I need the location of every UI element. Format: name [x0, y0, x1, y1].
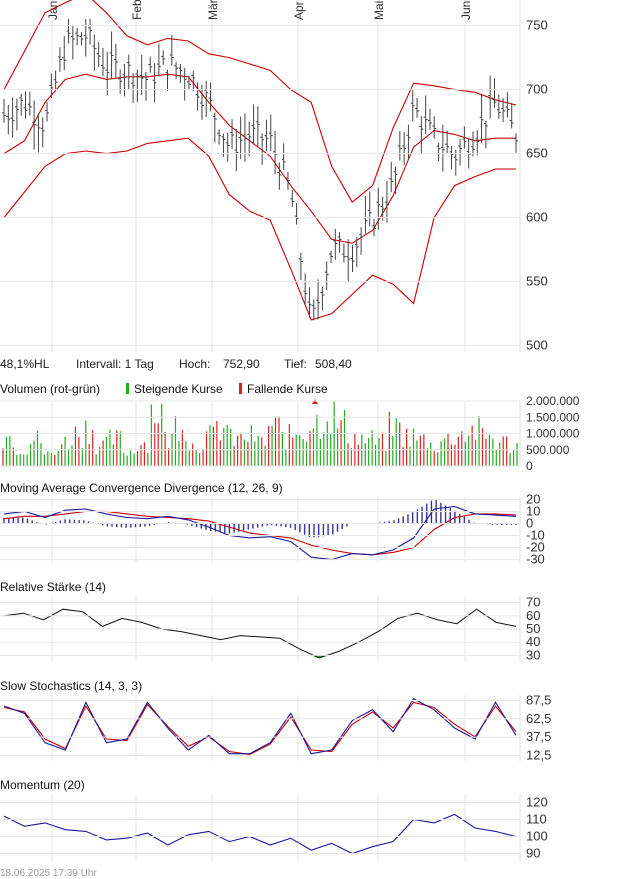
y-tick-label: 12,5	[526, 748, 551, 763]
low-label: Tief:	[284, 357, 307, 371]
grid-layer	[51, 0, 521, 862]
stoch-panel	[3, 697, 517, 755]
stoch-d-line	[3, 701, 517, 755]
y-tick-label: 750	[526, 18, 548, 33]
month-label: Mär	[206, 0, 220, 20]
volume-panel	[2, 399, 518, 466]
momentum-title: Momentum (20)	[0, 778, 85, 792]
y-tick-label: 60	[526, 608, 540, 623]
y-tick-label: 120	[526, 795, 548, 810]
y-tick-label: 70	[526, 595, 540, 610]
interval-label: Intervall: 1 Tag	[76, 357, 154, 371]
low-value: 508,40	[315, 357, 352, 371]
momentum-ticks: 120 110 100 90	[0, 795, 548, 861]
y-tick-label: -20	[526, 540, 545, 555]
y-tick-label: 30	[526, 647, 540, 662]
y-tick-label: 600	[526, 210, 548, 225]
y-tick-label: 0	[526, 459, 533, 473]
stoch-title: Slow Stochastics (14, 3, 3)	[0, 679, 142, 693]
month-label: Apr	[292, 1, 306, 20]
y-tick-label: 62,5	[526, 711, 551, 726]
month-label: Jan	[46, 1, 60, 20]
y-tick-label: 90	[526, 846, 540, 861]
macd-title: Moving Average Convergence Divergence (1…	[0, 481, 283, 495]
legend-down-label: Fallende Kurse	[247, 382, 328, 396]
y-tick-label: 40	[526, 634, 540, 649]
footer-timestamp: 18.06.2025 17:39 Uhr	[0, 868, 97, 879]
y-tick-label: 0	[526, 515, 533, 530]
stoch-ticks: 87,5 62,5 37,5 12,5	[0, 693, 551, 763]
high-value: 752,90	[223, 357, 260, 371]
y-tick-label: 700	[526, 82, 548, 97]
price-panel	[2, 0, 518, 321]
y-tick-label: 500.000	[526, 443, 570, 457]
rsi-line	[3, 608, 517, 659]
volume-title: Volumen (rot-grün)	[0, 382, 100, 396]
y-tick-label: 87,5	[526, 693, 551, 708]
volume-ticks: 0 500.000 1.000.000 1.500.000 2.000.000	[0, 394, 580, 473]
macd-signal-line	[3, 510, 517, 556]
month-label: Mai	[372, 1, 386, 20]
month-labels: Jan Feb Mär Apr Mai Jun	[46, 0, 473, 20]
momentum-panel	[3, 813, 517, 855]
macd-line	[3, 506, 517, 561]
bollinger-lower-line	[3, 137, 516, 321]
y-tick-label: 100	[526, 829, 548, 844]
macd-panel	[3, 500, 517, 561]
y-tick-label: 10	[526, 503, 540, 518]
rsi-panel	[3, 608, 517, 659]
month-label: Jun	[459, 1, 473, 20]
price-ticks: 750 700 650 600 550 500	[0, 18, 548, 353]
y-tick-label: 20	[526, 491, 540, 506]
stoch-k-line	[3, 697, 517, 755]
y-tick-label: -10	[526, 528, 545, 543]
bollinger-middle-line	[3, 73, 516, 244]
momentum-line	[3, 813, 517, 855]
legend-up-label: Steigende Kurse	[134, 382, 223, 396]
hl-percent: 48,1%HL	[0, 357, 50, 371]
y-tick-label: 1.000.000	[526, 427, 580, 441]
month-label: Feb	[130, 0, 144, 20]
legend-down-swatch	[239, 383, 242, 394]
legend-up-swatch	[126, 383, 129, 394]
y-tick-label: 550	[526, 274, 548, 289]
y-tick-label: 650	[526, 146, 548, 161]
high-label: Hoch:	[179, 357, 210, 371]
y-tick-label: 500	[526, 338, 548, 353]
y-tick-label: 2.000.000	[526, 394, 580, 408]
y-tick-label: 37,5	[526, 729, 551, 744]
y-tick-label: 50	[526, 621, 540, 636]
y-tick-label: -30	[526, 552, 545, 567]
y-tick-label: 110	[526, 812, 547, 827]
bollinger-upper-line	[3, 0, 517, 204]
y-tick-label: 1.500.000	[526, 410, 580, 424]
rsi-title: Relative Stärke (14)	[0, 580, 106, 594]
